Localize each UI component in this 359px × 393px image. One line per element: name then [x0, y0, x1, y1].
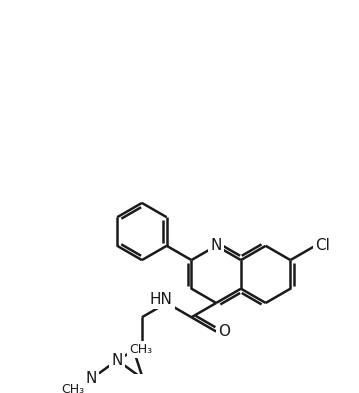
Text: Cl: Cl: [315, 238, 330, 253]
Text: HN: HN: [149, 292, 172, 307]
Text: N: N: [86, 371, 97, 386]
Text: CH₃: CH₃: [61, 383, 84, 393]
Text: N: N: [112, 353, 123, 367]
Text: O: O: [218, 324, 230, 339]
Text: N: N: [210, 238, 222, 253]
Text: CH₃: CH₃: [129, 343, 152, 356]
